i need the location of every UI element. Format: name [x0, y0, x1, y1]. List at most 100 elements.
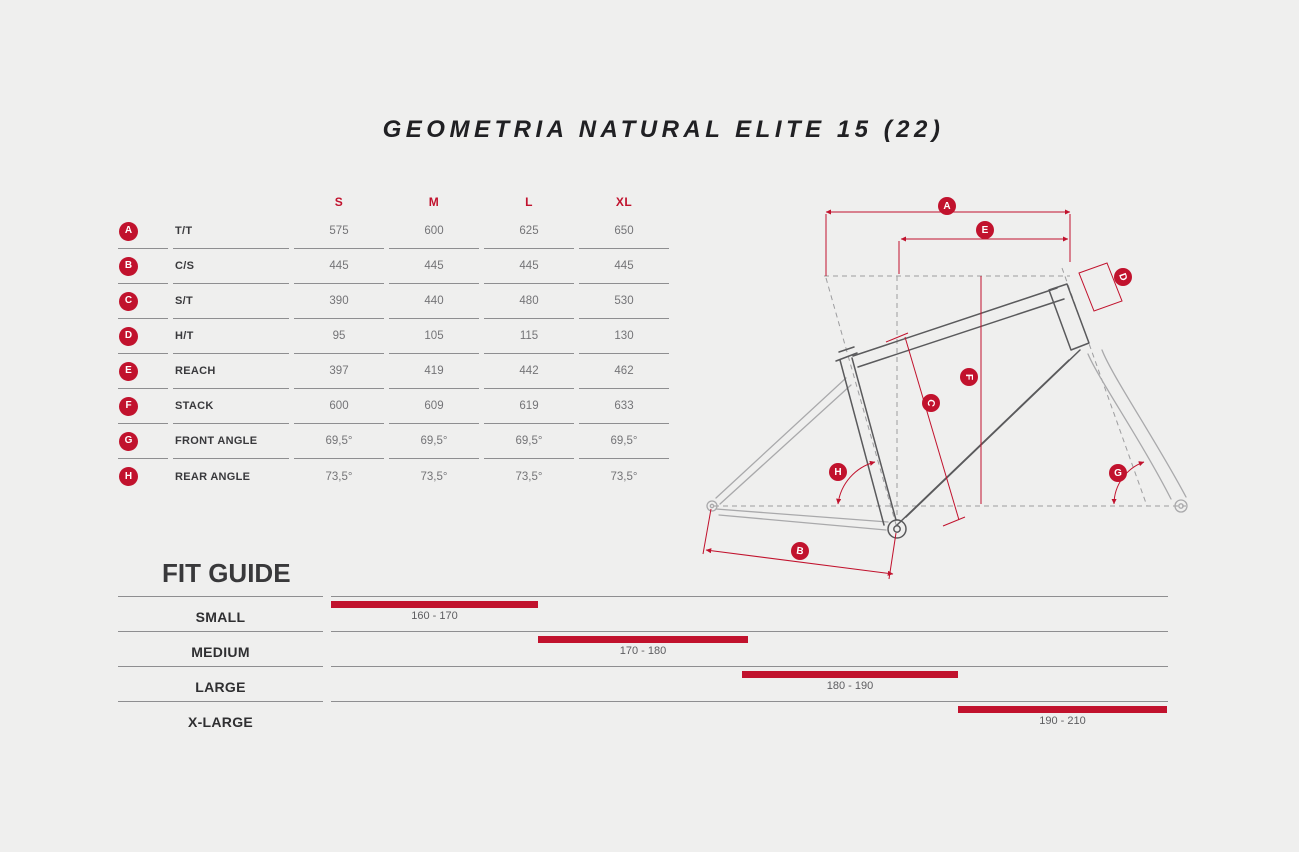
fit-range-label: 190 - 210	[1039, 715, 1086, 727]
row-badge-cell: H	[118, 459, 168, 494]
row-letter-badge: E	[119, 361, 138, 381]
geometry-row: H REAR ANGLE 73,5° 73,5° 73,5° 73,5°	[118, 459, 669, 494]
fit-range-label: 160 - 170	[411, 610, 458, 622]
size-column-header: S	[334, 195, 344, 209]
seat-axis-line	[825, 277, 898, 529]
rear-dropout	[706, 500, 718, 512]
frame-geometry-diagram: A E D F C H G B	[702, 197, 1188, 580]
fit-size-label: MEDIUM	[118, 631, 323, 666]
row-label: T/T	[173, 214, 289, 249]
head-tube	[1048, 283, 1090, 351]
diagram-badge-b: B	[791, 542, 809, 560]
row-value: 397	[294, 354, 384, 389]
row-label: S/T	[173, 284, 289, 319]
fit-size-label: SMALL	[118, 596, 323, 631]
row-value: 530	[579, 284, 669, 319]
dimension-d-box	[1078, 262, 1123, 312]
fit-guide-row: X-LARGE 190 - 210	[118, 701, 1168, 736]
fit-range-bar	[538, 636, 748, 643]
svg-text:C: C	[924, 398, 936, 407]
row-value: 575	[294, 214, 384, 249]
row-badge-cell: G	[118, 424, 168, 459]
fit-range-label: 170 - 180	[619, 645, 667, 657]
row-value: 462	[579, 354, 669, 389]
row-letter-badge: C	[119, 291, 138, 311]
row-label: REAR ANGLE	[175, 470, 251, 483]
row-value: 105	[389, 319, 479, 354]
fit-bar-area: 170 - 180	[331, 631, 1168, 666]
diagram-badge-a: A	[938, 197, 956, 215]
row-badge-cell: A	[118, 214, 168, 249]
fit-guide-heading: FIT GUIDE	[162, 558, 291, 588]
row-value: 625	[484, 214, 574, 249]
row-label: STACK	[173, 389, 289, 424]
row-value: 445	[484, 249, 574, 284]
row-badge-cell: C	[118, 284, 168, 319]
front-dropout	[1174, 499, 1188, 513]
geometry-row: A T/T 575 600 625 650	[118, 214, 669, 249]
size-column-header: XL	[615, 195, 633, 209]
row-value: 69,5°	[484, 424, 574, 459]
geometry-row: E REACH 397 419 442 462	[118, 354, 669, 389]
row-letter-badge: B	[119, 256, 138, 276]
row-value: 445	[294, 249, 384, 284]
svg-text:F: F	[963, 374, 974, 380]
diagram-badge-f: F	[960, 368, 978, 386]
header-spacer-label	[173, 190, 289, 214]
row-badge-cell: D	[118, 319, 168, 354]
fit-range-bar	[958, 706, 1167, 713]
seat-tube	[839, 359, 885, 526]
diagram-badge-e: E	[976, 221, 994, 239]
dimension-lines	[702, 209, 1145, 580]
row-value: 480	[484, 284, 574, 319]
row-value: 600	[389, 214, 479, 249]
fit-range-bar	[331, 601, 538, 608]
row-value: 115	[484, 319, 574, 354]
rear-triangle-and-fork	[706, 349, 1188, 531]
fit-bar-area: 160 - 170	[331, 596, 1168, 631]
row-label: FRONT ANGLE	[173, 424, 289, 459]
diagram-badge-h: H	[829, 463, 847, 481]
dimension-c-line	[904, 336, 960, 521]
fork-leg	[1087, 353, 1172, 500]
row-value: 619	[484, 389, 574, 424]
diagram-badge-c: C	[922, 394, 940, 412]
row-value: 445	[389, 249, 479, 284]
main-frame	[835, 283, 1090, 539]
row-letter-badge: H	[119, 467, 138, 486]
row-value: 69,5°	[389, 424, 479, 459]
svg-text:A: A	[943, 201, 950, 212]
geometry-row: D H/T 95 105 115 130	[118, 319, 669, 354]
fit-range-bar	[742, 671, 958, 678]
row-value: 600	[294, 389, 384, 424]
page-title: GEOMETRIA NATURAL ELITE 15 (22)	[382, 116, 945, 143]
row-letter-badge: D	[119, 326, 138, 346]
row-value: 69,5°	[294, 424, 384, 459]
row-label: H/T	[173, 319, 289, 354]
fit-guide-row: MEDIUM 170 - 180	[118, 631, 1168, 666]
row-value: 73,5°	[420, 470, 448, 483]
svg-text:B: B	[796, 546, 805, 558]
fit-range-label: 180 - 190	[826, 680, 874, 692]
angle-h-arc	[836, 460, 876, 505]
fit-guide-rows: SMALL 160 - 170 MEDIUM 170 - 180 LARGE 180 - …	[118, 596, 1168, 736]
size-column-header: L	[525, 195, 533, 209]
row-value: 390	[294, 284, 384, 319]
svg-text:E: E	[982, 225, 989, 236]
fit-bar-area: 180 - 190	[331, 666, 1168, 701]
row-badge-cell: E	[118, 354, 168, 389]
geometry-row: C S/T 390 440 480 530	[118, 284, 669, 319]
row-letter-badge: G	[119, 431, 138, 451]
row-value: 633	[579, 389, 669, 424]
fit-size-label: X-LARGE	[118, 701, 323, 736]
diagram-badge-g: G	[1109, 464, 1127, 482]
svg-text:H: H	[834, 467, 841, 478]
row-value: 130	[579, 319, 669, 354]
geometry-row: F STACK 600 609 619 633	[118, 389, 669, 424]
row-badge-cell: B	[118, 249, 168, 284]
row-label: C/S	[173, 249, 289, 284]
row-value: 73,5°	[325, 470, 353, 483]
header-spacer-badge	[118, 190, 168, 214]
fit-size-label: LARGE	[118, 666, 323, 701]
row-badge-cell: F	[118, 389, 168, 424]
